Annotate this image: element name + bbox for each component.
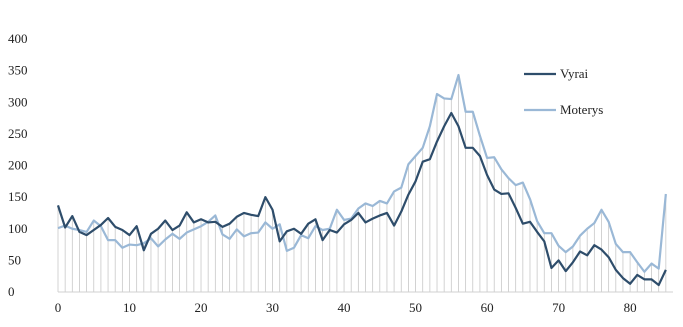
y-axis-ticks: 0 50 100 150 200 250 300 350 400 [8,31,28,299]
x-tick-label: 80 [624,300,637,315]
series-line-vyrai [56,111,667,287]
x-axis-ticks: 0 10 20 30 40 50 60 70 80 [55,300,637,315]
x-tick-label: 30 [266,300,279,315]
y-tick-label: 400 [8,31,28,46]
y-tick-label: 50 [8,252,21,267]
x-tick-label: 40 [338,300,351,315]
background-hairlines [57,75,667,292]
x-tick-label: 60 [481,300,494,315]
x-tick-label: 10 [123,300,136,315]
x-tick-label: 50 [409,300,422,315]
y-tick-label: 250 [8,126,28,141]
y-tick-label: 100 [8,221,28,236]
legend-label-moterys: Moterys [560,102,603,117]
series-line-moterys [57,73,667,273]
y-tick-label: 150 [8,189,28,204]
x-tick-label: 20 [195,300,208,315]
series-layer [56,73,667,287]
y-tick-label: 200 [8,158,28,173]
x-tick-label: 70 [552,300,565,315]
x-tick-label: 0 [55,300,62,315]
y-tick-label: 350 [8,63,28,78]
y-tick-label: 0 [8,284,15,299]
legend-label-vyrai: Vyrai [560,66,589,81]
y-tick-label: 300 [8,94,28,109]
legend: Vyrai Moterys [524,66,603,117]
